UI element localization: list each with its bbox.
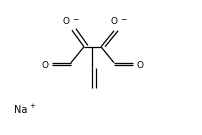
Text: O: O <box>62 17 69 26</box>
Text: Na: Na <box>14 105 27 115</box>
Text: O: O <box>41 61 48 70</box>
Text: −: − <box>72 16 78 25</box>
Text: −: − <box>120 16 126 25</box>
Text: O: O <box>110 17 118 26</box>
Text: O: O <box>137 61 144 70</box>
Text: +: + <box>29 103 35 109</box>
